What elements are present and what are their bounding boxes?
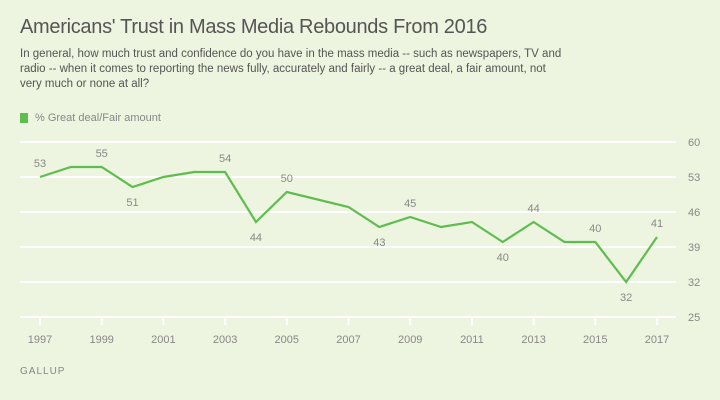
chart-title: Americans' Trust in Mass Media Rebounds … (20, 16, 488, 38)
x-tick-label: 2001 (151, 334, 175, 346)
y-tick-label: 60 (688, 137, 700, 149)
data-label: 40 (589, 223, 601, 235)
data-label: 51 (126, 197, 138, 209)
y-tick-label: 46 (688, 207, 700, 219)
data-label: 43 (373, 237, 385, 249)
y-tick-label: 25 (688, 312, 700, 324)
legend: % Great deal/Fair amount (20, 112, 161, 124)
data-label: 45 (404, 198, 416, 210)
data-label: 44 (250, 232, 262, 244)
data-label: 40 (497, 252, 509, 264)
x-tick-label: 1999 (89, 334, 113, 346)
x-tick-label: 2005 (275, 334, 299, 346)
y-tick-label: 39 (688, 242, 700, 254)
data-label: 55 (96, 148, 108, 160)
x-tick-label: 1997 (28, 334, 52, 346)
source-label: GALLUP (20, 366, 66, 377)
data-label: 53 (34, 158, 46, 170)
chart-subtitle: In general, how much trust and confidenc… (20, 48, 562, 90)
x-tick-label: 2017 (645, 334, 669, 346)
x-tick-label: 2007 (336, 334, 360, 346)
data-label: 32 (620, 292, 632, 304)
data-label: 50 (281, 173, 293, 185)
series-line (39, 165, 658, 284)
x-tick-label: 2011 (460, 334, 484, 346)
legend-label: % Great deal/Fair amount (35, 112, 161, 124)
x-tick-label: 2013 (521, 334, 545, 346)
x-tick-label: 2015 (583, 334, 607, 346)
data-label: 54 (219, 153, 231, 165)
y-tick-label: 53 (688, 172, 700, 184)
x-tick-label: 2009 (398, 334, 422, 346)
x-tick-label: 2003 (213, 334, 237, 346)
data-label: 44 (527, 203, 539, 215)
y-tick-label: 32 (688, 277, 700, 289)
data-label: 41 (651, 218, 663, 230)
legend-swatch (20, 113, 28, 123)
